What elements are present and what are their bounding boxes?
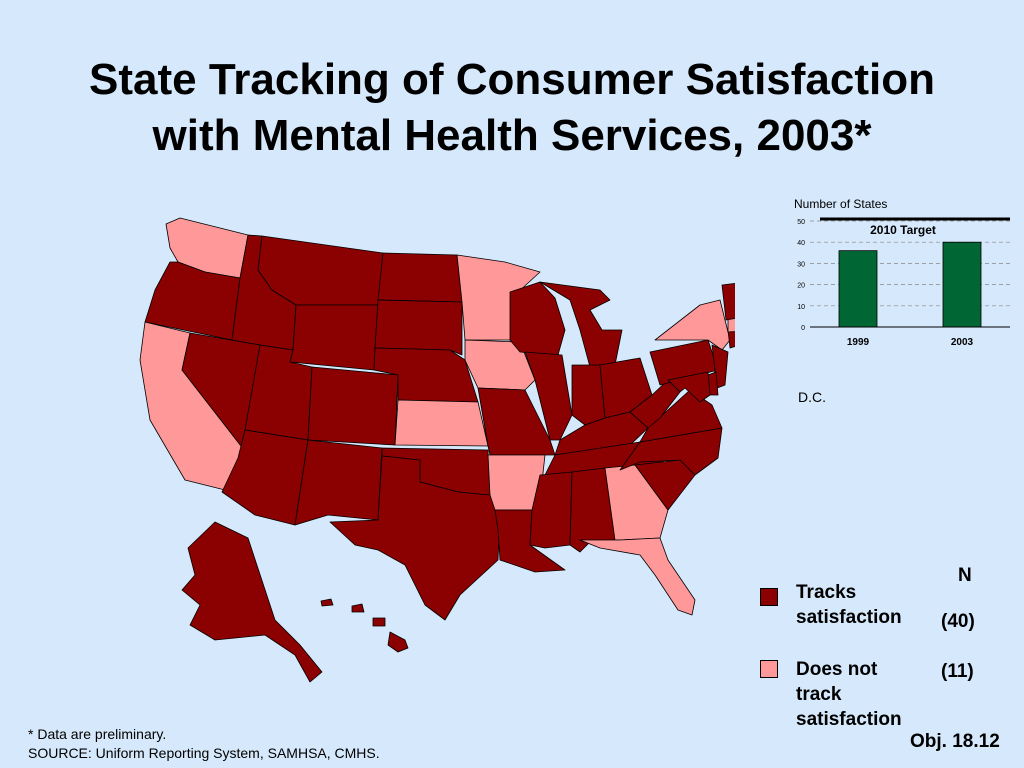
y-tick-label: 10 [797,304,805,311]
bar-2003 [942,241,982,328]
us-map [139,217,735,683]
bar-chart: 0 10 20 30 40 50 2010 Target 1999 2003 [797,217,1010,348]
y-tick-label: 30 [797,261,805,268]
legend-swatch-tracks [760,588,778,606]
state-IN [571,364,606,426]
footnote-line-1: * Data are preliminary. [28,726,167,742]
state-NY [654,299,731,351]
y-tick-label: 20 [797,283,805,290]
legend-label-does-not-track: Does not track satisfaction [796,657,902,732]
legend-dnt-line-1: Does not [796,659,878,680]
state-ND [377,252,463,303]
state-WY [289,304,379,371]
legend-n-tracks: (40) [941,611,975,632]
chart-ylabel: Number of States [794,197,888,211]
y-tick-label: 50 [797,219,805,226]
legend-swatch-does-not-track [760,660,778,678]
y-tick-label: 40 [797,240,805,247]
state-HI-oahu [351,603,365,613]
state-MA [727,316,735,333]
x-tick-label: 2003 [951,337,974,348]
page-title: State Tracking of Consumer Satisfaction … [0,52,1024,164]
footnote-line-2: SOURCE: Uniform Reporting System, SAMHSA… [28,745,380,761]
state-NM [294,439,383,526]
title-line-2: with Mental Health Services, 2003* [152,111,872,160]
state-TX [329,455,501,621]
legend-dnt-line-2: track [796,684,842,705]
state-MD [667,371,711,403]
objective-label: Obj. 18.12 [910,731,1000,752]
target-label: 2010 Target [870,223,936,237]
bar-1999 [838,250,878,328]
x-tick-label: 1999 [847,337,870,348]
state-NC [619,427,723,476]
state-HI-kauai [320,598,334,607]
legend-n-header: N [958,565,972,586]
legend-dnt-line-3: satisfaction [796,709,902,730]
state-MI [539,281,623,368]
state-VA [639,389,723,443]
state-FL [579,537,696,616]
state-AK [181,521,323,683]
legend-label-tracks: Tracks satisfaction [796,580,902,630]
title-line-1: State Tracking of Consumer Satisfaction [89,55,935,104]
state-KS [394,399,489,447]
legend-tracks-line-1: Tracks [796,582,857,603]
state-VT [721,282,735,321]
state-CO [307,366,399,446]
state-SD [374,299,463,356]
state-CT [727,328,735,349]
state-HI [387,631,409,653]
state-WI [509,281,566,356]
footnote: * Data are preliminary. SOURCE: Uniform … [28,725,380,763]
y-tick-label: 0 [801,325,805,332]
legend-n-does-not-track: (11) [941,661,974,682]
state-HI-maui [372,617,386,627]
dc-label: D.C. [798,389,826,405]
legend-tracks-line-2: satisfaction [796,607,902,628]
